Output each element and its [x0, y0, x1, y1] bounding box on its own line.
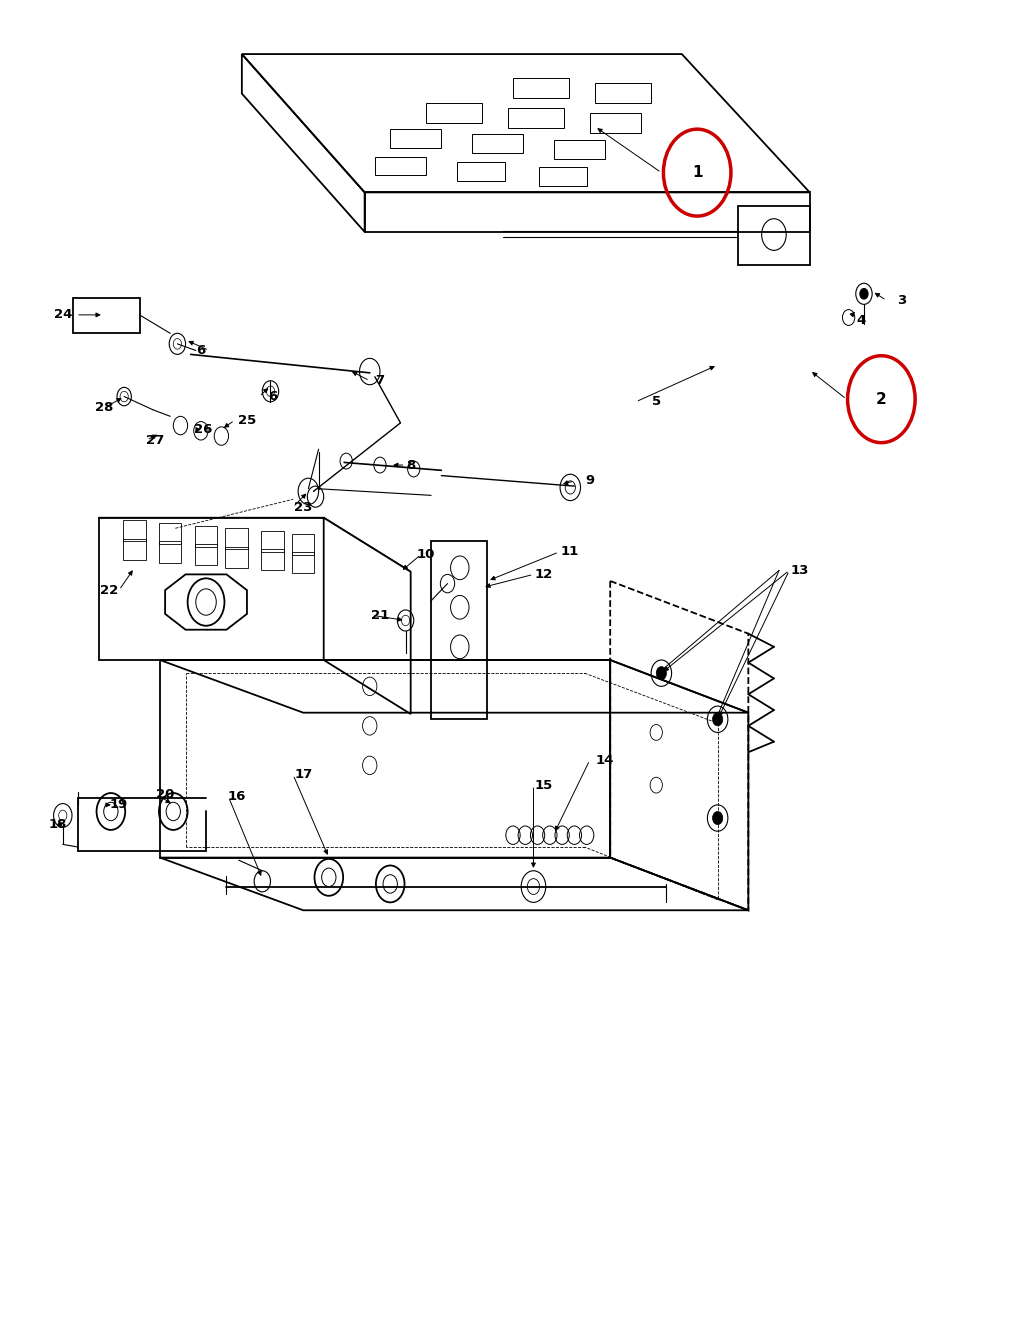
Text: 22: 22 [100, 583, 118, 597]
Text: 10: 10 [417, 548, 435, 561]
Text: 4: 4 [857, 314, 866, 326]
Text: 9: 9 [585, 474, 594, 487]
Text: 11: 11 [560, 545, 579, 558]
Text: 13: 13 [790, 564, 808, 577]
Text: 5: 5 [652, 395, 661, 408]
Bar [159, 541, 182, 562]
Bar [123, 520, 146, 541]
Bar [292, 552, 315, 573]
Bar [292, 533, 315, 554]
Text: 12: 12 [535, 568, 553, 581]
Bar [226, 546, 248, 568]
Text: 6: 6 [196, 345, 205, 356]
Bar [159, 523, 182, 544]
Bar [195, 544, 218, 565]
Text: 28: 28 [94, 400, 113, 413]
Text: 17: 17 [294, 768, 312, 781]
Text: 14: 14 [596, 754, 615, 767]
Text: 15: 15 [535, 779, 553, 792]
Bar [262, 531, 284, 552]
Text: 20: 20 [156, 788, 174, 801]
Circle shape [712, 713, 722, 726]
Text: 24: 24 [53, 309, 72, 321]
Polygon shape [324, 517, 410, 714]
Text: 3: 3 [897, 294, 906, 306]
Text: 25: 25 [238, 413, 256, 426]
Text: 19: 19 [110, 799, 128, 812]
Circle shape [712, 812, 722, 825]
Text: 18: 18 [48, 818, 67, 832]
Circle shape [657, 667, 667, 680]
Text: 21: 21 [370, 609, 389, 622]
Text: 2: 2 [876, 392, 886, 407]
Bar [262, 549, 284, 570]
Text: 26: 26 [194, 422, 212, 436]
Text: 16: 16 [228, 791, 246, 804]
Text: 27: 27 [146, 433, 164, 446]
Polygon shape [98, 517, 324, 660]
Text: 7: 7 [376, 375, 385, 387]
Text: 1: 1 [692, 165, 703, 180]
Bar [226, 528, 248, 549]
Text: 6: 6 [268, 389, 277, 403]
Bar [123, 539, 146, 560]
Text: 8: 8 [406, 458, 416, 471]
Bar [195, 525, 218, 546]
Circle shape [860, 289, 868, 300]
Polygon shape [98, 517, 410, 572]
Text: 23: 23 [294, 500, 313, 513]
